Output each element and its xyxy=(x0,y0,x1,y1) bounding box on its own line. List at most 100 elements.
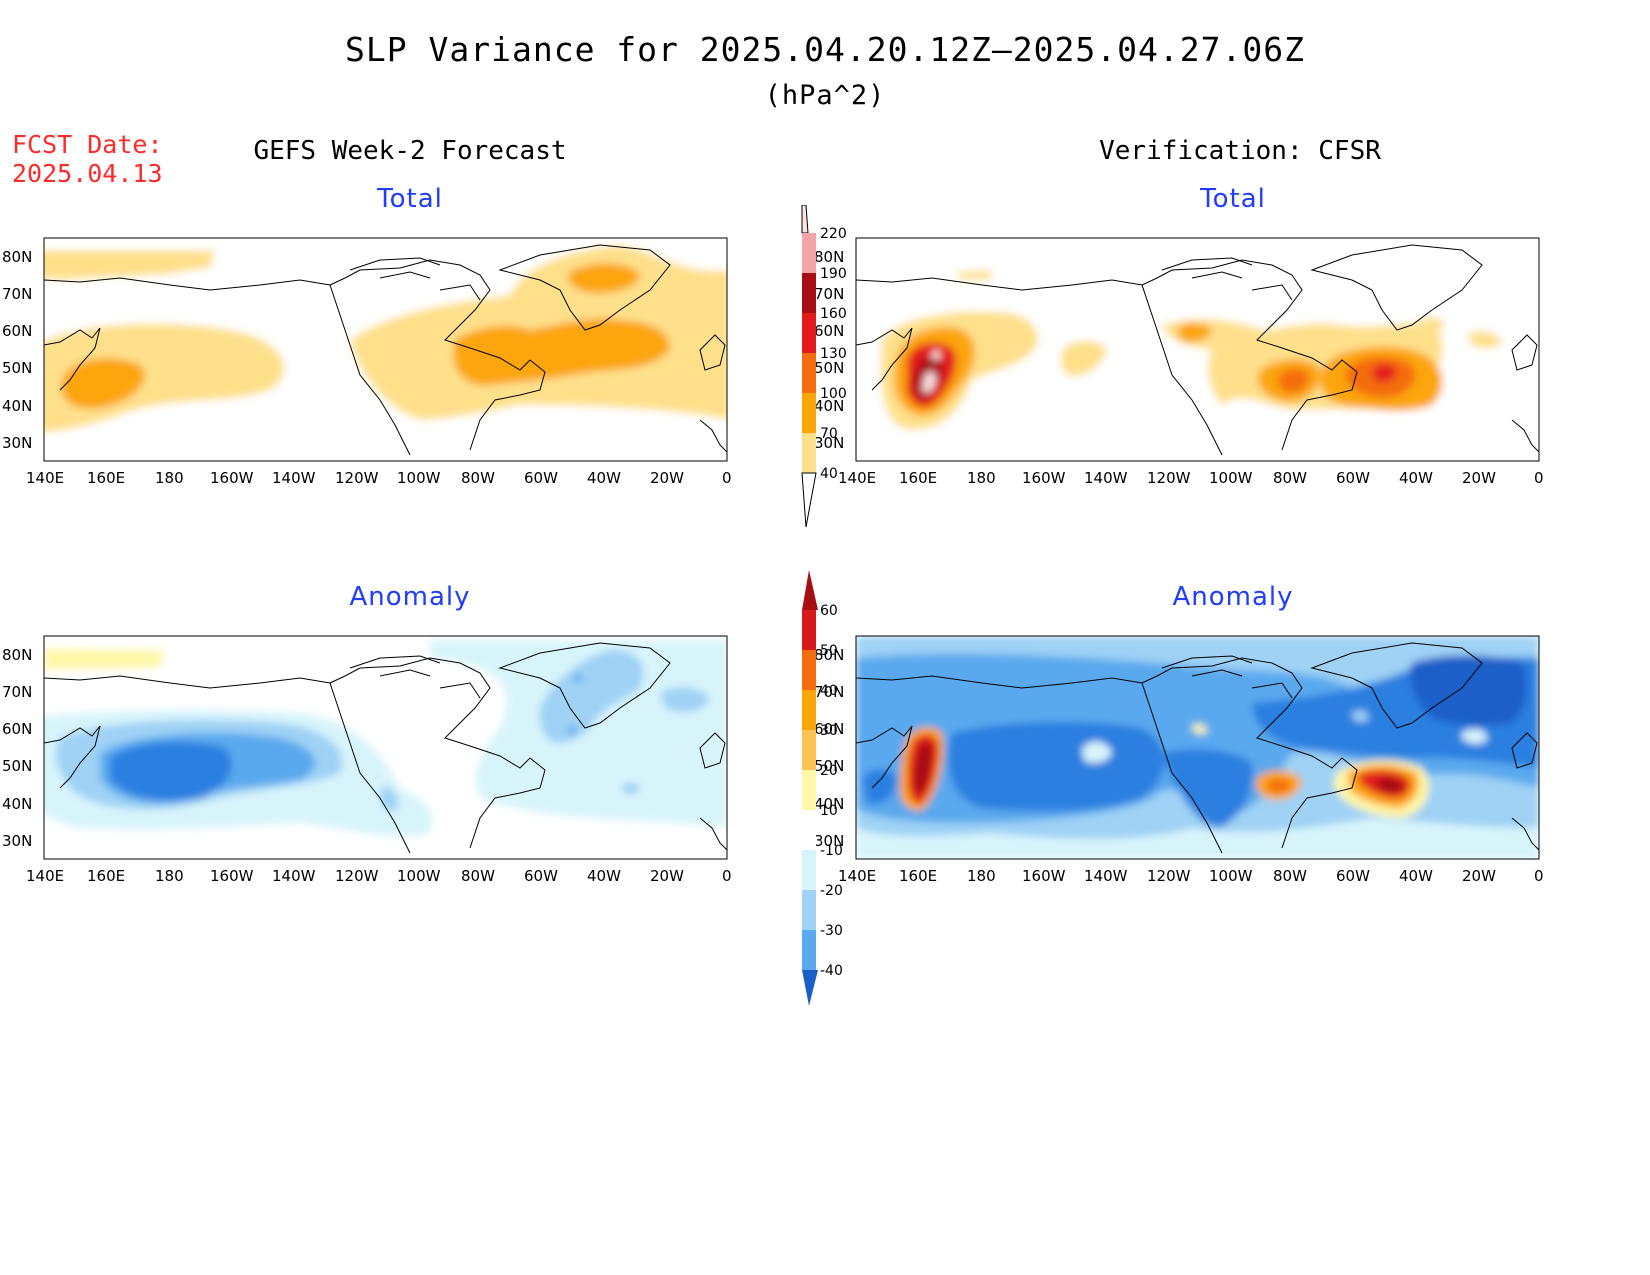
lon-tick: 0 xyxy=(1534,469,1544,487)
lon-tick: 40W xyxy=(1399,867,1433,885)
colorbar-label: 70 xyxy=(820,426,838,442)
cfsr-anomaly-map: 80N 70N 60N 50N 40N 30N 140E 160E 180 16… xyxy=(814,635,1544,885)
colorbar-swatch xyxy=(802,393,816,433)
lat-tick: 30N xyxy=(814,832,844,850)
lon-tick: 0 xyxy=(722,867,732,885)
lat-tick: 30N xyxy=(2,832,32,850)
lon-tick: 60W xyxy=(1336,867,1370,885)
colorbar-swatch xyxy=(802,233,816,273)
lon-tick: 140W xyxy=(1084,469,1128,487)
colorbar-label: 130 xyxy=(820,346,847,362)
main-title: SLP Variance for 2025.04.20.12Z—2025.04.… xyxy=(345,30,1305,69)
lat-tick: 40N xyxy=(814,397,844,415)
units-label: (hPa^2) xyxy=(764,80,886,111)
lat-tick: 60N xyxy=(2,322,32,340)
colorbar-top-tip xyxy=(801,205,809,234)
lon-tick: 180 xyxy=(967,469,996,487)
lon-tick: 0 xyxy=(1534,867,1544,885)
lon-tick: 100W xyxy=(1209,867,1253,885)
fcst-date-value: 2025.04.13 xyxy=(12,159,163,188)
lon-tick: 80W xyxy=(1273,469,1307,487)
lon-tick: 140E xyxy=(838,867,876,885)
lon-tick: 100W xyxy=(397,867,441,885)
left-anomaly-label: Anomaly xyxy=(349,582,471,612)
lon-tick: 160W xyxy=(210,469,254,487)
map-frame xyxy=(855,635,1540,860)
map-frame xyxy=(43,635,728,860)
lat-tick: 40N xyxy=(814,795,844,813)
colorbar-label: -10 xyxy=(820,843,843,859)
lon-tick: 120W xyxy=(1147,867,1191,885)
lon-tick: 100W xyxy=(397,469,441,487)
colorbar-label: 20 xyxy=(820,763,838,779)
lon-tick: 140W xyxy=(272,867,316,885)
lat-tick: 50N xyxy=(814,359,844,377)
lon-tick: 60W xyxy=(1336,469,1370,487)
colorbar-swatch xyxy=(802,610,816,650)
lat-tick: 50N xyxy=(2,359,32,377)
lat-tick: 80N xyxy=(814,248,844,266)
lon-tick: 180 xyxy=(967,867,996,885)
lon-tick: 40W xyxy=(587,867,621,885)
lon-tick: 20W xyxy=(1462,867,1496,885)
colorbar-swatch xyxy=(802,313,816,353)
colorbar-swatch xyxy=(802,850,816,890)
right-column-title: Verification: CFSR xyxy=(1099,136,1381,166)
lat-tick: 70N xyxy=(814,285,844,303)
lat-tick: 60N xyxy=(814,322,844,340)
lon-tick: 160E xyxy=(899,867,937,885)
lat-tick: 30N xyxy=(814,434,844,452)
lat-tick: 60N xyxy=(814,720,844,738)
colorbar-swatch xyxy=(802,770,816,810)
lon-tick: 160W xyxy=(1022,469,1066,487)
colorbar-label: 190 xyxy=(820,266,847,282)
anomaly-colorbar: 60 50 40 30 20 10 -10 -20 -30 -40 xyxy=(802,570,843,1006)
colorbar-label: -20 xyxy=(820,883,843,899)
lat-tick: 50N xyxy=(2,757,32,775)
lon-tick: 40W xyxy=(587,469,621,487)
lon-tick: 120W xyxy=(335,469,379,487)
colorbar-label: 40 xyxy=(820,683,838,699)
total-colorbar: 40 70 100 130 160 190 220 xyxy=(801,205,847,528)
colorbar-label: 220 xyxy=(820,226,847,242)
cfsr-total-map: 80N 70N 60N 50N 40N 30N 140E 160E 180 16… xyxy=(814,237,1544,487)
lon-tick: 80W xyxy=(461,867,495,885)
colorbar-label: 160 xyxy=(820,306,847,322)
colorbar-label: 10 xyxy=(820,803,838,819)
lon-tick: 120W xyxy=(335,867,379,885)
lon-tick: 140W xyxy=(272,469,316,487)
colorbar-swatch xyxy=(802,650,816,690)
lat-tick: 40N xyxy=(2,795,32,813)
lat-tick: 70N xyxy=(2,285,32,303)
colorbar-bottom-tip xyxy=(802,970,818,1006)
lat-tick: 80N xyxy=(2,646,32,664)
lat-tick: 70N xyxy=(814,683,844,701)
lon-tick: 140E xyxy=(838,469,876,487)
lon-tick: 140E xyxy=(26,867,64,885)
colorbar-label: 100 xyxy=(820,386,847,402)
lon-tick: 60W xyxy=(524,867,558,885)
lon-tick: 20W xyxy=(650,469,684,487)
lon-tick: 100W xyxy=(1209,469,1253,487)
colorbar-label: 60 xyxy=(820,603,838,619)
lon-tick: 60W xyxy=(524,469,558,487)
colorbar-bottom-tip xyxy=(801,472,817,528)
lon-tick: 160W xyxy=(210,867,254,885)
lon-tick: 160E xyxy=(899,469,937,487)
colorbar-swatch xyxy=(802,273,816,313)
lon-tick: 80W xyxy=(1273,867,1307,885)
lat-tick: 30N xyxy=(2,434,32,452)
lon-tick: 20W xyxy=(650,867,684,885)
map-frame xyxy=(855,237,1540,462)
colorbar-swatch xyxy=(802,730,816,770)
lon-tick: 140E xyxy=(26,469,64,487)
lon-tick: 160E xyxy=(87,469,125,487)
colorbar-swatch xyxy=(802,353,816,393)
colorbar-swatch xyxy=(802,433,816,473)
lon-tick: 0 xyxy=(722,469,732,487)
lon-tick: 40W xyxy=(1399,469,1433,487)
gefs-total-map: 80N 70N 60N 50N 40N 30N 140E 160E 180 16… xyxy=(2,237,732,487)
lon-tick: 160W xyxy=(1022,867,1066,885)
colorbar-label: 50 xyxy=(820,643,838,659)
lat-tick: 80N xyxy=(2,248,32,266)
